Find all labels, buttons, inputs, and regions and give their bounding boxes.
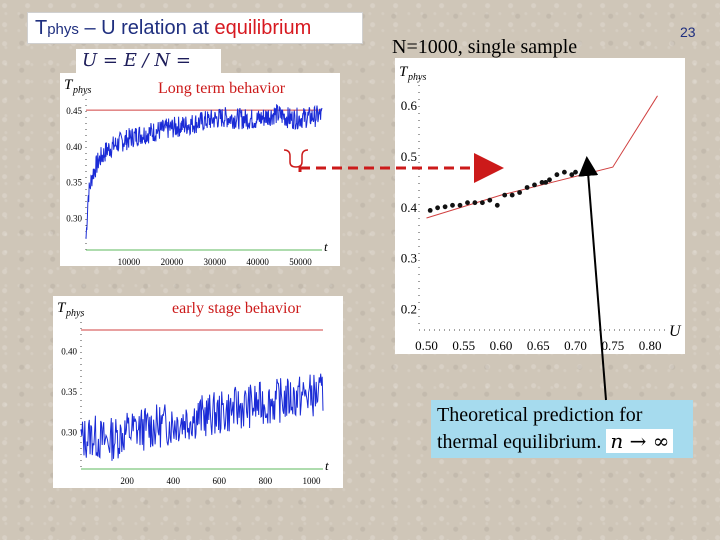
y-tick-label: 0.40 xyxy=(66,142,82,152)
data-point xyxy=(543,180,549,185)
page-number: 23 xyxy=(680,24,696,40)
x-tick-label: 20000 xyxy=(161,257,184,266)
slide-title: Tphys – U relation at equilibrium xyxy=(27,12,363,44)
x-tick-label: 200 xyxy=(120,476,134,486)
y-tick-label: 0.30 xyxy=(61,427,77,437)
x-tick-label: 800 xyxy=(259,476,273,486)
y-tick-label: 0.35 xyxy=(66,178,82,188)
series-line xyxy=(85,104,323,239)
y-tick-label: 0.6 xyxy=(401,98,418,113)
data-point xyxy=(562,169,567,175)
data-point xyxy=(487,197,493,203)
data-point xyxy=(569,172,575,178)
y-axis-label-sub: phys xyxy=(407,72,426,83)
title-rest: – U relation at xyxy=(78,17,215,39)
x-tick-label: 10000 xyxy=(118,257,141,266)
data-point xyxy=(457,202,463,208)
theory-line xyxy=(426,95,658,219)
y-tick-label: 0.5 xyxy=(401,149,417,164)
data-point xyxy=(494,202,500,208)
title-sub: phys xyxy=(47,21,79,38)
y-axis-label-sub: phys xyxy=(72,85,91,96)
x-axis-label: t xyxy=(324,239,328,254)
data-point xyxy=(554,172,560,178)
x-tick-label: 0.80 xyxy=(639,338,662,353)
x-tick-label: 0.60 xyxy=(490,338,513,353)
x-tick-label: 0.75 xyxy=(601,338,624,353)
title-red: equilibrium xyxy=(214,17,312,39)
x-tick-label: 0.70 xyxy=(564,338,587,353)
series-line xyxy=(80,373,324,461)
data-point xyxy=(509,192,515,198)
data-point xyxy=(524,185,530,190)
data-point xyxy=(442,204,448,210)
x-tick-label: 600 xyxy=(213,476,227,486)
x-tick-label: 50000 xyxy=(289,257,312,266)
x-tick-label: 30000 xyxy=(203,257,226,266)
infinity-expression: n → ∞ xyxy=(606,429,674,453)
y-tick-label: 0.35 xyxy=(61,387,77,397)
title-main: T xyxy=(35,17,48,39)
x-tick-label: 0.50 xyxy=(415,338,438,353)
y-tick-label: 0.3 xyxy=(401,251,417,266)
prediction-text: Theoretical prediction for thermal equil… xyxy=(437,404,643,453)
x-tick-label: 1000 xyxy=(302,476,321,486)
sample-label: N=1000, single sample xyxy=(392,36,578,58)
y-tick-label: 0.4 xyxy=(401,200,418,215)
long-term-label: Long term behavior xyxy=(158,80,286,97)
data-point xyxy=(502,192,508,198)
x-tick-label: 40000 xyxy=(246,257,269,266)
equation-box: U = E / N = 0.62 xyxy=(76,49,221,95)
data-point xyxy=(573,169,578,175)
prediction-box: Theoretical prediction for thermal equil… xyxy=(431,400,693,458)
data-point xyxy=(435,205,440,211)
data-point xyxy=(547,177,552,183)
y-tick-label: 0.30 xyxy=(66,213,82,223)
x-tick-label: 400 xyxy=(166,476,180,486)
y-tick-label: 0.45 xyxy=(66,106,82,116)
y-tick-label: 0.2 xyxy=(401,302,417,317)
y-tick-label: 0.40 xyxy=(61,346,77,356)
data-point xyxy=(532,182,537,188)
x-tick-label: 0.65 xyxy=(527,338,550,353)
data-point xyxy=(517,190,522,195)
y-axis-label-sub: phys xyxy=(65,308,84,319)
early-stage-label: early stage behavior xyxy=(172,300,301,317)
y-axis-label: T xyxy=(57,300,67,316)
data-point xyxy=(472,200,478,206)
data-point xyxy=(465,200,470,206)
y-axis-label: T xyxy=(399,64,409,80)
data-point xyxy=(480,200,485,206)
data-point xyxy=(450,202,455,208)
x-axis-label: U xyxy=(669,323,682,340)
data-point xyxy=(427,208,433,213)
y-axis-label: T xyxy=(64,77,74,93)
data-point xyxy=(539,180,545,185)
x-axis-label: t xyxy=(325,458,329,473)
x-tick-label: 0.55 xyxy=(452,338,475,353)
